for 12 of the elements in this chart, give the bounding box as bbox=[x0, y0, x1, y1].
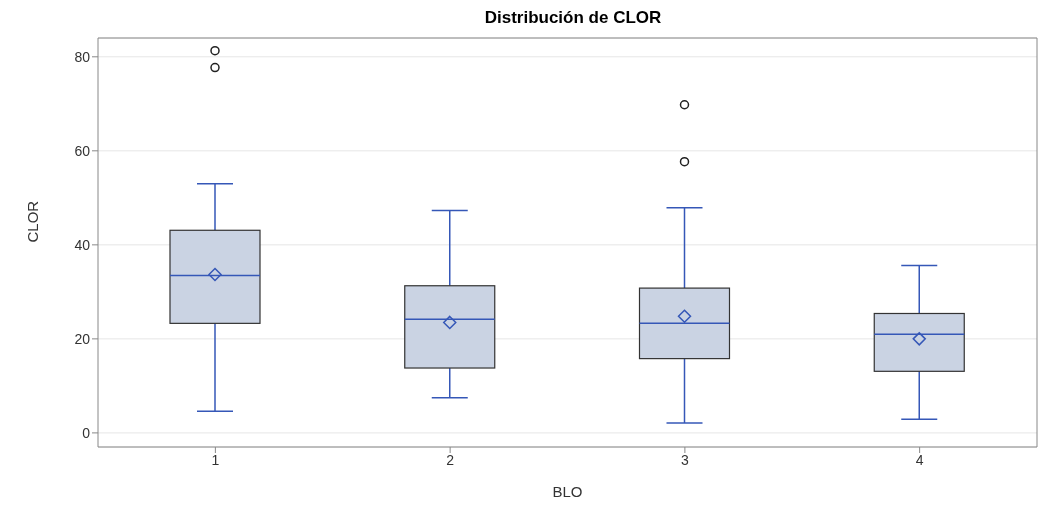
y-tick-label: 40 bbox=[74, 236, 91, 253]
y-tick-label: 60 bbox=[74, 142, 91, 159]
x-tick-label: 3 bbox=[680, 451, 689, 468]
x-tick-label: 2 bbox=[446, 451, 455, 468]
x-axis-title: BLO bbox=[552, 483, 583, 500]
y-tick-label: 0 bbox=[82, 424, 91, 441]
chart-title: Distribución de CLOR bbox=[483, 8, 663, 29]
x-tick-label: 1 bbox=[211, 451, 220, 468]
x-tick-label: 4 bbox=[915, 451, 924, 468]
y-axis-title: CLOR bbox=[24, 200, 42, 243]
y-tick-label: 80 bbox=[74, 48, 91, 65]
y-tick-label: 20 bbox=[74, 330, 91, 347]
